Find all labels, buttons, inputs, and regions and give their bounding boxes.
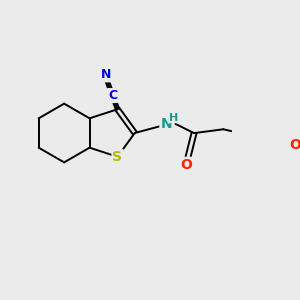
Text: O: O	[180, 158, 192, 172]
Text: N: N	[101, 68, 112, 81]
Text: H: H	[169, 113, 178, 123]
Text: N: N	[160, 117, 172, 131]
Text: O: O	[289, 138, 300, 152]
Text: S: S	[112, 150, 122, 164]
Text: C: C	[108, 89, 117, 102]
